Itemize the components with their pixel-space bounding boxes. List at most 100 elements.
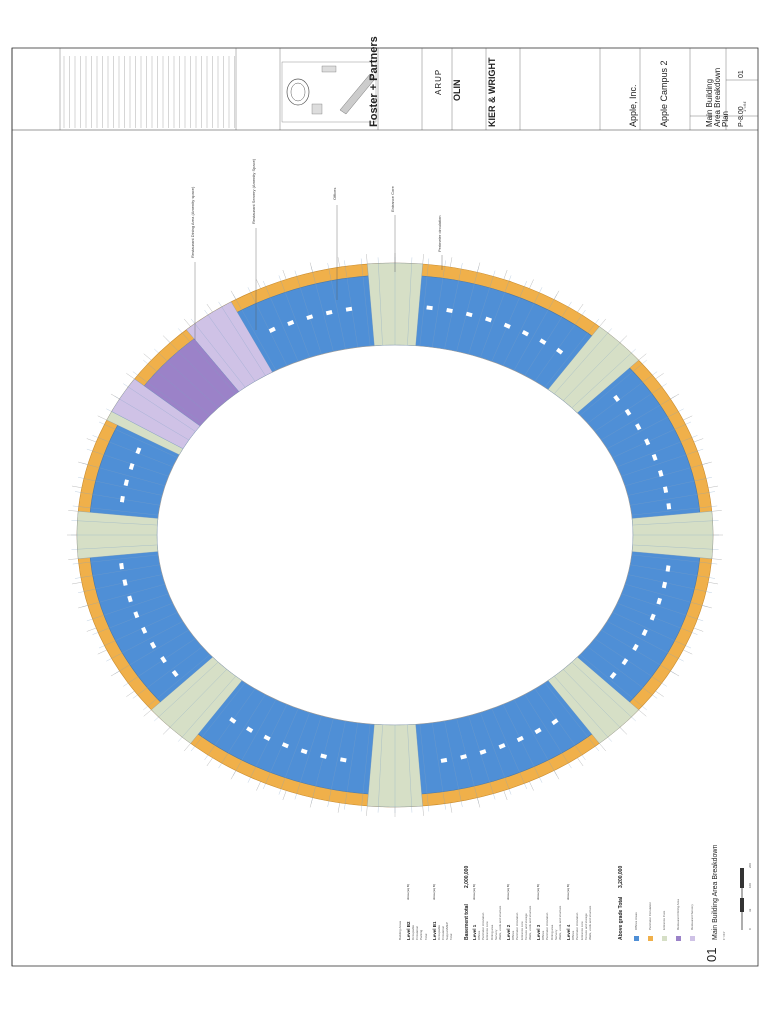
label-restaurant-dining: Restaurant Dining Area (Amenity space) <box>190 186 195 258</box>
area-table-row: Dining area <box>489 924 494 940</box>
revision-table <box>63 56 235 128</box>
light-well <box>306 314 314 321</box>
light-well <box>663 486 669 493</box>
area-table-row: Parking <box>419 929 424 940</box>
key-plan <box>281 61 377 123</box>
light-well <box>229 716 237 724</box>
legend-swatch <box>676 936 681 941</box>
area-table-row: Dining area <box>549 924 554 940</box>
light-well <box>133 611 140 619</box>
above-grade-total-value: 3,200,000 <box>618 865 624 888</box>
area-table-col-header: Area (sq ft) <box>566 884 571 900</box>
area-table-row: Total <box>449 933 454 940</box>
light-well <box>516 735 524 743</box>
scale-tick-label: 32 <box>748 908 752 912</box>
light-well <box>320 753 328 759</box>
light-well <box>551 718 559 726</box>
area-table-row: Perimeter circulation <box>575 912 580 940</box>
light-well <box>281 742 289 749</box>
legend-swatch <box>634 936 639 941</box>
light-well <box>141 626 148 634</box>
light-well <box>649 613 656 621</box>
consultant-olin: OLIN <box>452 79 462 102</box>
light-well <box>632 643 639 651</box>
caption-scale: 1"=64' <box>722 931 726 940</box>
light-well <box>465 311 473 318</box>
area-table-row: Entrance core <box>519 921 524 940</box>
area-table-row: Walls, voids and structure <box>558 905 562 940</box>
light-well <box>644 438 651 446</box>
area-table-col-header: Area (sq ft) <box>506 884 511 900</box>
light-well <box>246 726 254 733</box>
light-well <box>119 562 124 570</box>
light-well <box>149 641 157 649</box>
light-well <box>498 743 506 750</box>
light-well <box>123 479 129 487</box>
light-well <box>534 727 542 735</box>
light-well <box>119 495 125 503</box>
revision-number: 01 <box>738 70 745 78</box>
consultant-kier-wright: KIER & WRIGHT <box>487 57 497 128</box>
entrance-core-3 <box>547 656 639 744</box>
light-well <box>656 597 662 605</box>
area-table-row: Entrance core <box>579 921 584 940</box>
label-entrance-core: Entrance Core <box>390 186 395 212</box>
light-well <box>345 306 353 312</box>
scale-bar <box>740 868 744 930</box>
area-table-header: Building Areas <box>398 920 402 940</box>
caption-title: Main Building Area Breakdown <box>712 844 719 940</box>
above-grade-total-label: Above grade Total <box>618 896 624 940</box>
area-table-row: Perimeter circulation <box>515 912 520 940</box>
entrance-core-1 <box>547 326 639 414</box>
basement-total-value: 2,000,000 <box>464 865 470 888</box>
light-well <box>263 734 271 742</box>
scale-tick-label: 100 <box>748 882 752 888</box>
entrance-core-5 <box>151 656 243 744</box>
light-well <box>555 347 564 355</box>
light-well <box>268 326 276 334</box>
legend-label: Entrance Core <box>662 910 666 930</box>
caption-number: 01 <box>704 947 719 962</box>
inner-courtyard <box>156 344 634 726</box>
light-well <box>665 565 671 572</box>
scale-tick-label: 0 <box>748 928 752 930</box>
light-well <box>426 305 433 311</box>
area-table-col-header: Area (sq ft) <box>472 884 476 900</box>
scale-tick-label: 200 <box>748 862 752 868</box>
title-block-grid <box>59 48 758 130</box>
area-table-row: Perimeter circulation <box>545 912 550 940</box>
light-well <box>484 316 492 323</box>
consultant-arup: ARUP <box>434 68 443 95</box>
light-well <box>666 503 672 510</box>
light-well <box>661 581 668 589</box>
light-well <box>127 595 133 603</box>
light-well <box>624 408 632 416</box>
project-name: Apple Campus 2 <box>659 60 669 127</box>
light-well <box>658 470 664 477</box>
client-name: Apple, Inc. <box>628 84 638 127</box>
light-well <box>521 330 530 337</box>
light-well <box>479 749 487 755</box>
building-ring <box>67 253 723 817</box>
restaurant-dining <box>144 338 240 427</box>
area-table-row: Walls, voids and structure <box>498 905 502 940</box>
legend-label: Restaurant Servery <box>690 904 694 930</box>
light-well <box>651 453 658 461</box>
legend-label: Perimeter Circulation <box>648 901 652 930</box>
light-well <box>122 579 128 586</box>
light-well <box>613 394 621 403</box>
area-table-col-header: Area (sq ft) <box>406 884 410 900</box>
restaurant-servery <box>186 301 273 392</box>
restaurant-servery-2 <box>111 378 201 449</box>
light-well <box>440 757 448 763</box>
area-table-row: Total <box>423 933 428 940</box>
area-table-row: Walls, voids and structure <box>588 905 592 940</box>
light-well <box>460 754 467 760</box>
label-restaurant-servery: Restaurant Servery (Amenity Space) <box>251 158 256 224</box>
title-scale: 1"=64' <box>742 100 747 112</box>
light-well <box>287 319 295 326</box>
legend-label: Restaurant Dining Area <box>676 898 680 930</box>
drawing-title-line-3: Plan <box>721 110 730 127</box>
